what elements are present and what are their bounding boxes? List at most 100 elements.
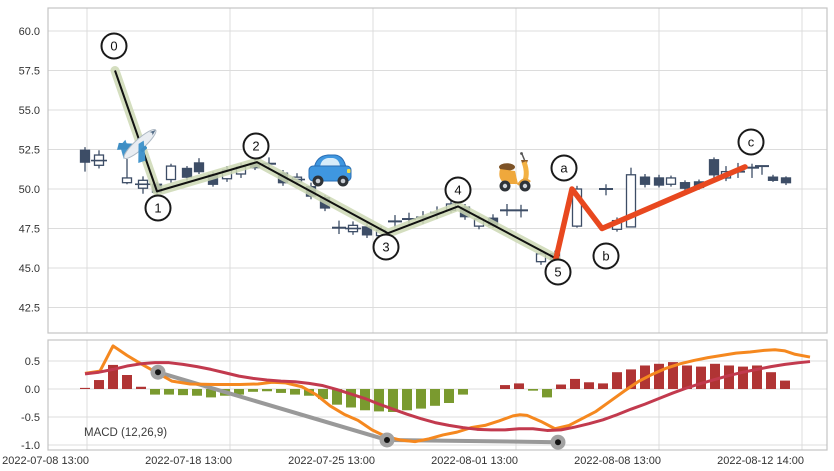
- annotation-ring: [592, 242, 620, 270]
- candlestick: [135, 176, 151, 194]
- macd-histogram-bar: [570, 378, 580, 389]
- candle-body: [625, 174, 637, 228]
- candle-body: [665, 177, 677, 185]
- macd-histogram-bar: [94, 380, 104, 389]
- gridlines: [47, 7, 828, 451]
- macd-histogram-bar: [164, 389, 174, 395]
- macd-histogram-bar: [206, 389, 216, 398]
- macd-histogram-bar: [318, 389, 328, 400]
- macd-histogram-bar: [500, 385, 510, 389]
- macd-histogram-bar: [276, 389, 286, 393]
- zigzag-overlay: [110, 66, 748, 264]
- macd-histogram-bar: [738, 366, 748, 389]
- candlestick: [708, 157, 720, 178]
- price-tick-label: 52.5: [19, 145, 40, 157]
- candlestick: [653, 174, 665, 188]
- price-tick-label: 47.5: [19, 224, 40, 236]
- macd-histogram-bar: [514, 383, 524, 389]
- connector-line: [156, 370, 560, 445]
- macd-panel-border: [47, 339, 828, 451]
- annotation-circle-4: 4: [444, 176, 472, 204]
- annotation-label: c: [748, 135, 755, 150]
- macd-label: MACD (12,26,9): [84, 427, 167, 439]
- candle-body: [165, 165, 177, 181]
- x-tick-label: 2022-08-12 14:00: [717, 455, 804, 467]
- candlestick: [388, 215, 402, 228]
- annotation-label: a: [560, 161, 568, 176]
- signal-line: [84, 360, 811, 432]
- macd-line: [84, 344, 811, 444]
- macd-histogram-bar: [402, 389, 412, 411]
- car-headlight: [347, 169, 351, 173]
- macd-histogram-bar: [528, 389, 538, 391]
- macd-histogram-bar: [192, 389, 202, 396]
- annotation-circle-0: 0: [100, 32, 128, 60]
- airplane-engine: [140, 145, 147, 153]
- macd-histogram-bar: [598, 383, 608, 389]
- car-icon: [308, 154, 352, 187]
- macd-histogram-bar: [556, 384, 566, 389]
- macd-histogram-bar: [584, 382, 594, 389]
- macd-histogram-bar: [752, 365, 762, 389]
- macd-histogram-bar: [122, 375, 132, 389]
- macd-histogram-bar: [178, 389, 188, 396]
- macd-histogram-bar: [150, 389, 160, 395]
- annotation-ring: [372, 233, 400, 261]
- candle-body: [708, 159, 720, 176]
- candlestick: [679, 180, 691, 191]
- scooter-seat: [499, 163, 515, 171]
- macd-histogram-bar: [696, 366, 706, 389]
- macd-histogram-bar: [766, 372, 776, 389]
- macd-panel: [80, 344, 811, 450]
- emoji-markers: [117, 128, 531, 192]
- candlestick: [639, 173, 651, 188]
- abc-trend-line: [553, 164, 748, 262]
- macd-histogram-bar: [710, 363, 720, 389]
- macd-histogram-bar: [612, 372, 622, 389]
- annotation-label: b: [602, 249, 609, 264]
- annotation-circle-1: 1: [144, 194, 172, 222]
- candle-body: [571, 188, 583, 227]
- price-tick-label: 57.5: [19, 66, 40, 78]
- car-hub: [315, 178, 321, 184]
- scooter-mirror-glass: [520, 152, 523, 155]
- scooter-icon: [499, 152, 531, 192]
- candle-body: [639, 176, 651, 185]
- scooter-hub: [502, 183, 508, 189]
- candlestick: [332, 220, 346, 235]
- macd-histogram-bar: [346, 389, 356, 408]
- macd-histogram-bar: [388, 389, 398, 412]
- macd-histogram-bar: [136, 386, 146, 389]
- scooter-body: [499, 169, 518, 184]
- candlestick: [514, 204, 528, 218]
- candlestick: [165, 163, 177, 183]
- annotation-circle-3: 3: [372, 233, 400, 261]
- macd-histogram-bar: [542, 389, 552, 398]
- macd-histogram-bar: [290, 389, 300, 395]
- candlestick: [780, 176, 792, 186]
- scooter-fender: [516, 178, 531, 186]
- candlestick: [345, 221, 361, 235]
- candle-body: [679, 182, 691, 189]
- price-tick-label: 45.0: [19, 263, 40, 275]
- candle-body: [767, 176, 779, 181]
- macd-tick-label: 0.5: [25, 356, 40, 368]
- candlestick: [755, 165, 769, 175]
- airplane-icon: [117, 128, 157, 164]
- macd-histogram-bar: [444, 389, 454, 403]
- annotation-circle-a: a: [550, 154, 578, 182]
- car-hub: [340, 178, 346, 184]
- annotation-circle-5: 5: [544, 258, 572, 286]
- macd-histogram-bar: [780, 380, 790, 389]
- scooter-hub: [522, 183, 528, 189]
- x-tick-label: 2022-07-08 13:00: [2, 455, 89, 467]
- annotation-label: 4: [454, 183, 461, 198]
- macd-histogram-bar: [654, 363, 664, 389]
- connector-marker-dot: [384, 436, 390, 443]
- price-panel-border: [47, 7, 828, 334]
- x-tick-label: 2022-07-18 13:00: [145, 455, 232, 467]
- candle-body: [780, 177, 792, 184]
- macd-histogram-bar: [458, 389, 468, 395]
- connector-marker-dot: [555, 439, 561, 446]
